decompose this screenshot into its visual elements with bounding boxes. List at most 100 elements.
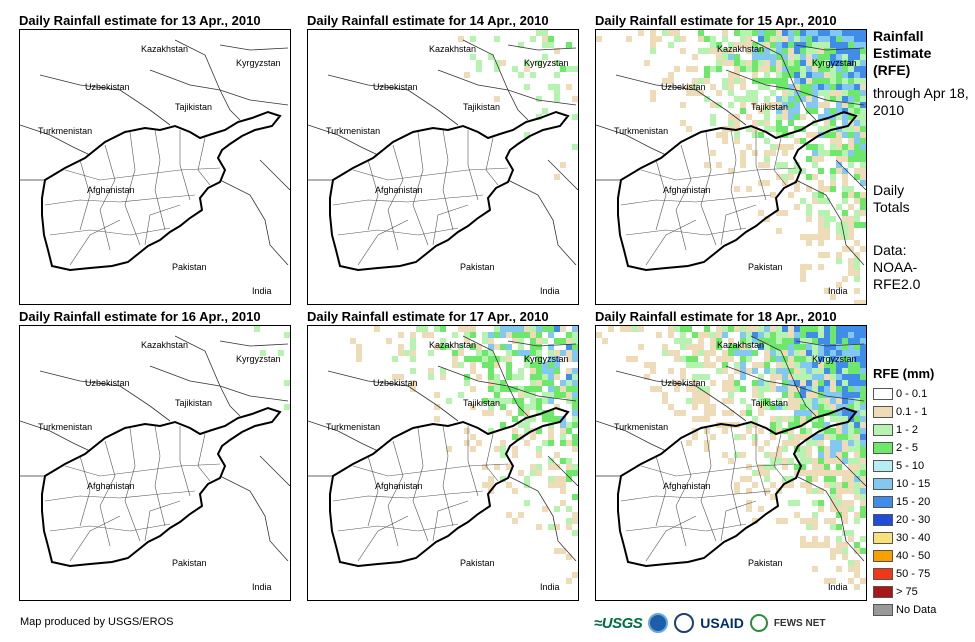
rain-cell (824, 362, 830, 368)
rain-cell (818, 452, 824, 458)
rain-cell (512, 332, 518, 338)
rain-cell (728, 386, 734, 392)
rain-cell (806, 386, 812, 392)
rain-cell (536, 374, 542, 380)
rain-cell (800, 536, 806, 542)
rain-cell (764, 344, 770, 350)
rain-cell (626, 36, 632, 42)
rain-cell (350, 338, 356, 344)
rain-cell (860, 78, 866, 84)
rain-cell (758, 362, 764, 368)
rain-cell (536, 464, 542, 470)
province-border (49, 227, 171, 236)
rain-cell (764, 66, 770, 72)
rain-cell (740, 156, 746, 162)
province-border (337, 227, 459, 236)
map-credit: Map produced by USGS/EROS (20, 616, 174, 628)
rain-cell (854, 584, 860, 590)
rain-cell (818, 30, 824, 36)
rain-cell (848, 446, 854, 452)
rain-cell (416, 326, 422, 332)
rain-cell (854, 42, 860, 48)
rain-cell (764, 72, 770, 78)
rain-cell (476, 374, 482, 380)
rain-cell (524, 482, 530, 488)
rain-cell (854, 428, 860, 434)
rain-cell (842, 368, 848, 374)
rain-cell (848, 222, 854, 228)
rain-cell (806, 66, 812, 72)
rain-cell (704, 440, 710, 446)
rain-cell (560, 392, 566, 398)
rain-cell (800, 84, 806, 90)
province-border (154, 129, 166, 231)
rain-cell (536, 338, 542, 344)
rain-cell (422, 326, 428, 332)
rain-cell (698, 416, 704, 422)
rain-cell (542, 506, 548, 512)
rain-cell (788, 60, 794, 66)
rain-cell (848, 126, 854, 132)
rain-cell (572, 374, 578, 380)
rain-cell (716, 356, 722, 362)
country-label-india: India (828, 582, 848, 592)
rain-cell (776, 518, 782, 524)
rain-cell (734, 344, 740, 350)
province-border (197, 433, 211, 482)
rain-cell (854, 156, 860, 162)
rain-cell (734, 350, 740, 356)
country-border (596, 124, 667, 156)
rain-cell (728, 90, 734, 96)
rain-cell (836, 144, 842, 150)
rain-cell (470, 332, 476, 338)
rain-cell (854, 452, 860, 458)
rain-cell (728, 102, 734, 108)
rain-cell (752, 72, 758, 78)
rain-cell (764, 54, 770, 60)
rain-cell (788, 30, 794, 36)
rain-cell (824, 428, 830, 434)
rain-cell (716, 132, 722, 138)
usgs-logo: ≈USGS (594, 614, 643, 632)
rain-cell (680, 356, 686, 362)
rain-cell (782, 180, 788, 186)
rain-cell (728, 338, 734, 344)
rain-cell (476, 60, 482, 66)
rain-cell (704, 356, 710, 362)
rain-cell (860, 350, 866, 356)
rain-cell (710, 434, 716, 440)
rain-cell (680, 344, 686, 350)
rain-cell (554, 482, 560, 488)
rain-cell (782, 162, 788, 168)
rain-cell (746, 338, 752, 344)
rain-cell (788, 398, 794, 404)
rain-cell (854, 344, 860, 350)
rain-cell (812, 566, 818, 572)
rain-cell (818, 440, 824, 446)
rain-cell (812, 96, 818, 102)
rain-cell (776, 102, 782, 108)
rain-cell (758, 398, 764, 404)
rain-cell (752, 42, 758, 48)
legend-label: 5 - 10 (896, 460, 925, 472)
rain-cell (776, 362, 782, 368)
rain-cell (710, 380, 716, 386)
rain-cell (572, 440, 578, 446)
rain-cell (752, 150, 758, 156)
rain-cell (812, 174, 818, 180)
rain-cell (542, 416, 548, 422)
rain-cell (836, 338, 842, 344)
country-label-pakistan: Pakistan (748, 558, 783, 568)
rain-cell (842, 428, 848, 434)
rain-cell (818, 380, 824, 386)
rain-cell (386, 338, 392, 344)
rain-cell (434, 404, 440, 410)
rain-cell (470, 434, 476, 440)
rain-cell (812, 380, 818, 386)
rain-cell (536, 332, 542, 338)
rain-cell (782, 60, 788, 66)
rain-cell (860, 452, 866, 458)
rain-cell (842, 410, 848, 416)
rain-cell (848, 398, 854, 404)
rain-cell (848, 470, 854, 476)
